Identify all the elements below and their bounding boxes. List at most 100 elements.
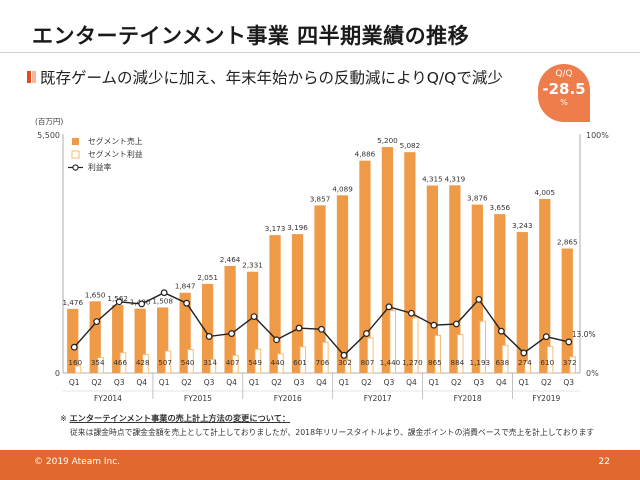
legend-sales-swatch: [72, 138, 79, 145]
sales-value-label: 3,656: [490, 203, 511, 212]
profit-bar: [254, 348, 262, 374]
margin-value-label: 13.0%: [572, 330, 596, 339]
note-heading-row: ※ エンターテインメント事業の売上計上方法の変更について：: [60, 412, 290, 424]
sales-value-label: 3,857: [310, 194, 331, 203]
profit-value-label: 428: [136, 358, 150, 367]
sales-bar: [134, 308, 146, 373]
badge-unit: %: [560, 98, 568, 107]
x-tick-label: Q3: [563, 378, 574, 387]
sales-value-label: 4,005: [534, 188, 555, 197]
y2-tick-label: 0%: [586, 369, 599, 378]
legend-margin-marker: [72, 164, 79, 171]
y-tick-label: 5,500: [37, 131, 60, 140]
x-tick-label: Q3: [294, 378, 305, 387]
sales-bar: [471, 204, 483, 373]
margin-point: [138, 300, 146, 308]
x-tick-label: Q4: [316, 378, 327, 387]
x-tick-label: Q1: [249, 378, 260, 387]
sales-value-label: 4,319: [445, 174, 466, 183]
sales-bar: [336, 195, 349, 373]
x-tick-label: Q4: [496, 378, 507, 387]
sales-value-label: 2,865: [557, 238, 578, 247]
profit-bar: [164, 350, 172, 374]
fiscal-year-label: FY2019: [532, 394, 560, 403]
note-heading: エンターテインメント事業の売上計上方法の変更について：: [69, 413, 291, 423]
margin-point: [318, 325, 325, 333]
fiscal-year-label: FY2016: [274, 394, 302, 403]
profit-value-label: 807: [361, 358, 375, 367]
page-title: エンターテインメント事業 四半期業績の推移: [32, 24, 470, 48]
profit-value-label: 302: [338, 358, 352, 367]
margin-point: [70, 343, 78, 351]
copyright: © 2019 Ateam Inc.: [34, 457, 121, 467]
profit-bar: [187, 349, 194, 374]
sales-bar: [539, 198, 551, 373]
sales-value-label: 3,196: [287, 223, 308, 232]
page-subtitle: 既存ゲームの減少に加え、年末年始からの反動減によりQ/Qで減少: [40, 69, 503, 87]
margin-point: [205, 333, 213, 340]
sales-value-label: 2,331: [242, 261, 263, 270]
sales-bar: [494, 214, 506, 373]
profit-value-label: 884: [451, 358, 465, 367]
x-tick-label: Q1: [69, 378, 80, 387]
profit-value-label: 372: [563, 358, 577, 367]
profit-value-label: 549: [248, 358, 262, 367]
profit-value-label: 610: [540, 358, 554, 367]
profit-bar: [434, 334, 441, 374]
profit-bar: [299, 346, 307, 374]
subtitle-marker-icon: [27, 71, 36, 83]
sales-value-label: 4,089: [332, 184, 353, 193]
fiscal-year-label: FY2017: [364, 394, 392, 403]
margin-point: [228, 330, 235, 337]
profit-bar: [209, 358, 217, 374]
x-tick-label: Q2: [181, 378, 192, 387]
margin-point: [273, 336, 280, 344]
x-tick-label: Q2: [91, 378, 102, 387]
x-tick-label: Q2: [271, 378, 282, 387]
profit-value-label: 706: [316, 358, 330, 367]
legend-label: セグメント利益: [88, 149, 143, 159]
profit-bar: [119, 352, 127, 374]
sales-value-label: 5,200: [377, 136, 398, 145]
sales-bar: [381, 147, 394, 373]
profit-bar: [142, 353, 149, 374]
profit-value-label: 540: [181, 358, 195, 367]
sales-bar: [291, 234, 304, 373]
qq-change-badge: Q/Q -28.5 %: [538, 64, 590, 122]
legend-label: 利益率: [88, 162, 112, 172]
profit-value-label: 601: [293, 358, 307, 367]
margin-point: [475, 295, 483, 303]
profit-value-label: 274: [518, 358, 532, 367]
sales-bar: [246, 271, 259, 373]
x-tick-label: Q4: [136, 378, 147, 387]
sales-bar: [67, 308, 79, 373]
profit-value-label: 354: [91, 358, 105, 367]
sales-value-label: 4,886: [355, 150, 376, 159]
profit-value-label: 160: [68, 358, 82, 367]
sales-value-label: 3,243: [512, 221, 533, 230]
sales-value-label: 1,847: [175, 282, 196, 291]
profit-bar: [367, 337, 374, 374]
margin-point: [542, 333, 550, 341]
x-tick-label: Q3: [384, 378, 395, 387]
profit-value-label: 440: [271, 358, 285, 367]
legend-label: セグメント売上: [88, 136, 143, 146]
margin-point: [430, 321, 438, 329]
sales-bar: [314, 205, 326, 373]
margin-point: [93, 318, 101, 326]
x-tick-label: Q3: [204, 378, 215, 387]
sales-bar: [404, 152, 416, 373]
profit-bar: [569, 356, 576, 374]
profit-value-label: 407: [226, 358, 240, 367]
x-tick-label: Q1: [429, 378, 440, 387]
badge-label: Q/Q: [555, 69, 573, 79]
y-axis-title: (百万円): [35, 117, 63, 126]
margin-point: [183, 299, 191, 307]
margin-point: [115, 298, 123, 306]
profit-bar: [97, 357, 104, 374]
profit-bar: [546, 346, 554, 374]
sales-bar: [426, 185, 439, 373]
sales-bar: [269, 235, 281, 373]
x-tick-label: Q1: [159, 378, 170, 387]
x-tick-label: Q4: [406, 378, 417, 387]
